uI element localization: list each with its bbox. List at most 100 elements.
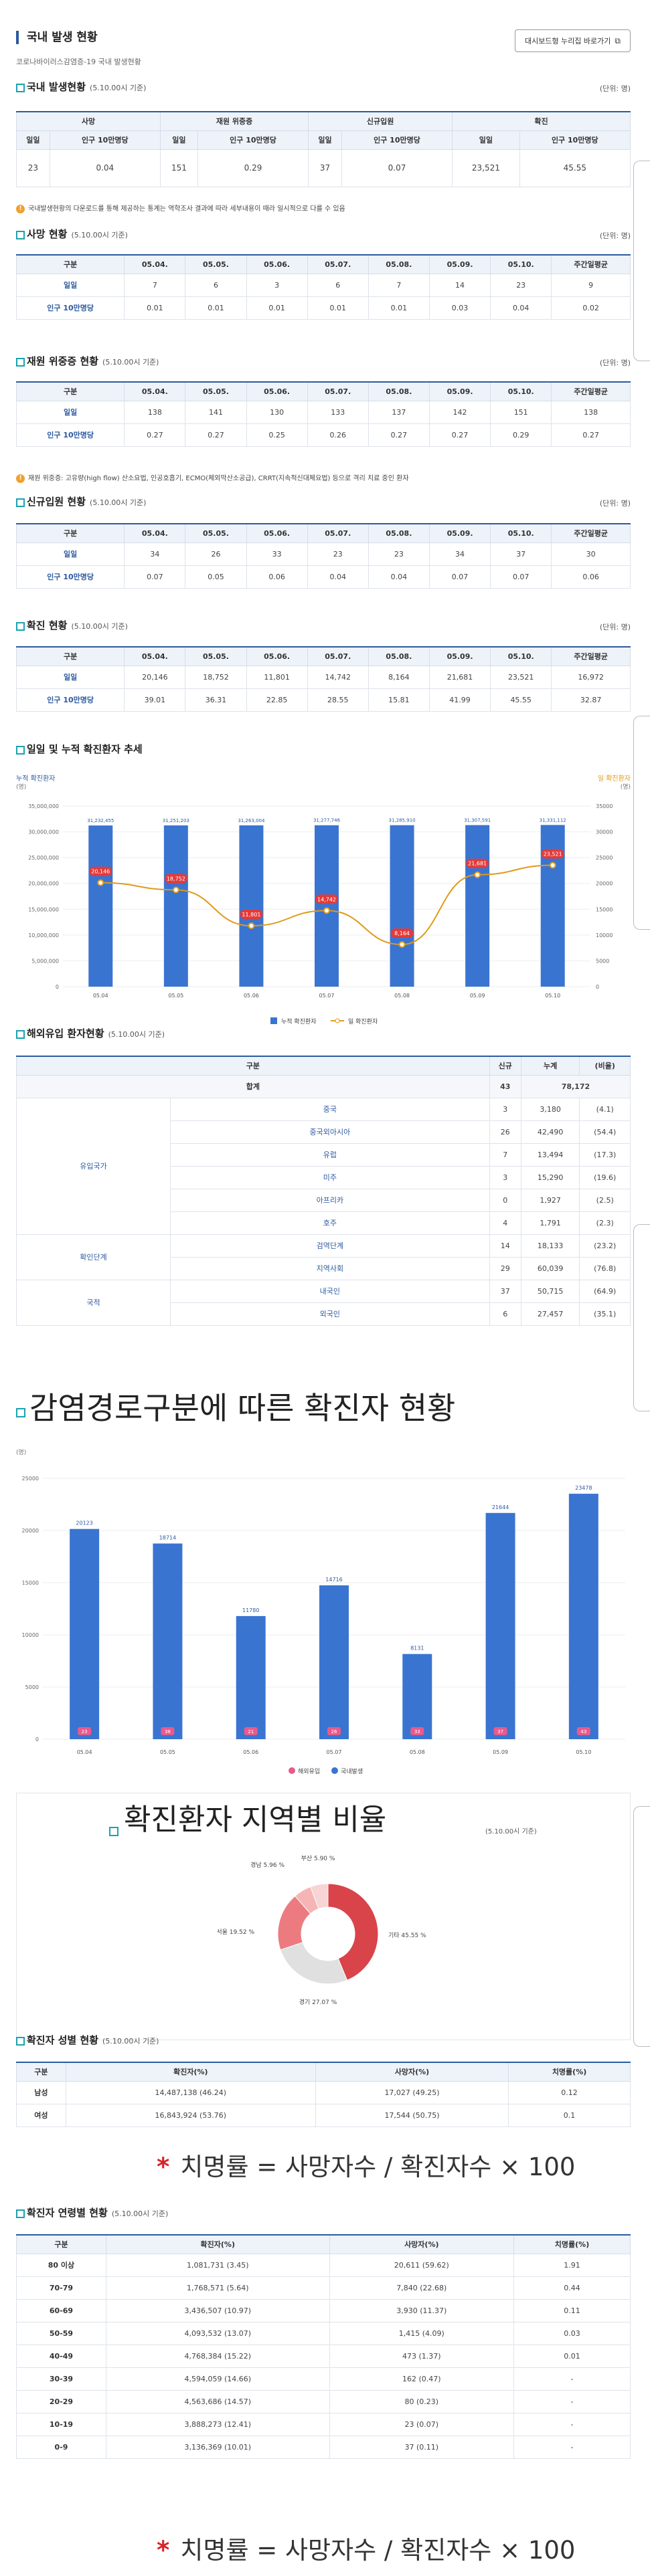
table-cell: 0.07 [124,565,186,589]
row-label: 일일 [15,542,125,566]
x-tick-label: 05.08 [410,1749,425,1755]
daily-value-label: 20,146 [91,869,110,875]
table-cell: 3,930 (11.37) [329,2298,515,2322]
imported-marker [244,1727,258,1735]
table-cell: 37 [489,1279,521,1303]
slice-label: 부산 5.90 % [301,1855,335,1862]
imported-value-label: 38 [165,1729,171,1735]
domestic-bar [319,1585,349,1739]
col-group: 재원 위중증 [159,111,309,131]
title-marker [16,1408,25,1417]
col-header: 구분 [15,254,125,274]
table-cell: (76.8) [579,1256,631,1280]
imported-marker [78,1727,92,1735]
section-title: 해외유입 환자현황 (5.10.00시 기준) [16,1027,165,1042]
table-cell: 33 [246,542,308,566]
legend-marker [335,1018,340,1023]
table-row: 확인단계 검역단계 14 18,133 (23.2) [16,1233,631,1280]
table-cell: 0.01 [124,296,186,320]
row-label: 남성 [16,2080,66,2104]
table-cell: 7 [368,273,430,297]
table-cell: 0.01 [513,2344,631,2368]
col-header: 05.10. [490,523,552,543]
col-header: 일일 [452,130,520,150]
col-header: 05.05. [185,381,247,401]
table-cell: 3,436,507 (10.97) [105,2298,330,2322]
col-header: 05.10. [490,381,552,401]
col-header: 05.10. [490,254,552,274]
unit-label: (단위: 명) [599,84,631,93]
table-cell: 0.27 [368,423,430,447]
domestic-value-label: 11780 [242,1607,259,1613]
domestic-bar [236,1615,266,1739]
table-cell: 0.11 [513,2298,631,2322]
imported-marker [410,1727,424,1735]
table-row: 10-19 3,888,273 (12.41) 23 (0.07) - [16,2412,631,2436]
domestic-value-label: 18714 [159,1534,176,1541]
table-cell: 4,093,532 (13.07) [105,2321,330,2345]
table-cell: - [513,2389,631,2413]
table-cell: 6 [307,273,369,297]
table-cell: 7,840 (22.68) [329,2276,515,2300]
row-label: 검역단계 [170,1233,490,1258]
legend-swatch [270,1017,277,1024]
table-row: 남성 14,487,138 (46.24) 17,027 (49.25) 0.12 [16,2080,631,2104]
left-tick-label: 5,000,000 [31,958,59,964]
y-tick-label: 0 [35,1737,39,1743]
overview-value: 23,521 [452,148,520,187]
right-tick-label: 30000 [596,829,613,835]
unit-label: (단위: 명) [599,231,631,240]
admission-table: 구분 05.04. 05.05. 05.06. 05.07. 05.08. 05.09. 05… [15,523,631,589]
table-cell: 1,927 [520,1188,580,1212]
route-legend: 해외유입 국내발생 [289,1767,363,1775]
row-label: 인구 10만명당 [15,565,125,589]
right-tick-label: 5000 [596,958,609,964]
table-cell: 29 [489,1256,521,1280]
table-cell: 0.06 [246,565,308,589]
row-label: 아프리카 [170,1188,490,1212]
table-row: 외국인 6 27,457 (35.1) [17,1302,631,1326]
table-cell: 41.99 [428,688,491,712]
imported-value-label: 23 [82,1729,88,1735]
section-title: 확진자 연령별 현황 (5.10.00시 기준) [16,2206,168,2221]
table-row: 인구 10만명당 0.01 0.01 0.01 0.01 0.01 0.03 0.04 0.02 [15,296,631,320]
imported-marker [576,1727,590,1735]
table-cell: 3,180 [520,1097,580,1121]
col-header: 05.09. [428,646,491,666]
table-row: 인구 10만명당 0.07 0.05 0.06 0.04 0.04 0.07 0.07 0.06 [15,565,631,589]
side-bracket [633,1224,650,1411]
domestic-bar [153,1543,183,1739]
col-header: 인구 10만명당 [197,130,309,150]
table-row: 아프리카 0 1,927 (2.5) [17,1188,631,1212]
unit-label: (단위: 명) [599,359,631,367]
imported-marker [493,1727,507,1735]
table-cell: 0.03 [513,2321,631,2345]
row-label: 지역사회 [170,1256,490,1280]
age-table: 구분 확진자(%) 사망자(%) 치명률(%) 80 이상 1,081,731 (3.45… [16,2234,631,2459]
bar-value-label: 31,232,455 [87,818,114,823]
region-panel: 확진환자 지역별 비율 (5.10.00시 기준) 기타 45.55 % 경기 2… [16,1793,631,2040]
table-cell: 473 (1.37) [329,2344,515,2368]
left-tick-label: 15,000,000 [28,906,59,912]
table-cell: 16,972 [551,665,631,689]
col-header: 05.08. [368,381,430,401]
left-tick-label: 20,000,000 [28,881,59,887]
table-cell: 37 [490,542,552,566]
daily-label-bg [315,894,338,904]
table-row: 인구 10만명당 39.01 36.31 22.85 28.55 15.81 41.99 45… [15,688,631,712]
table-cell: 0.25 [246,423,308,447]
imported-value-label: 37 [497,1729,503,1735]
table-cell: 43 [489,1074,521,1098]
y-tick-label: 5000 [25,1684,39,1690]
imported-value-label: 26 [331,1729,337,1735]
daily-point [323,907,330,914]
dashboard-link-button[interactable]: 대시보드형 누리집 바로가기 ⧉ [514,29,631,52]
table-cell: 30 [551,542,631,566]
table-cell: 0.04 [368,565,430,589]
table-row: 50-59 4,093,532 (13.07) 1,415 (4.09) 0.03 [16,2321,631,2345]
table-cell: 23 [490,273,552,297]
col-header: 주간일평균 [551,646,631,666]
table-cell: 151 [490,400,552,424]
table-cell: 0.04 [490,296,552,320]
y-tick-label: 10000 [22,1632,39,1638]
